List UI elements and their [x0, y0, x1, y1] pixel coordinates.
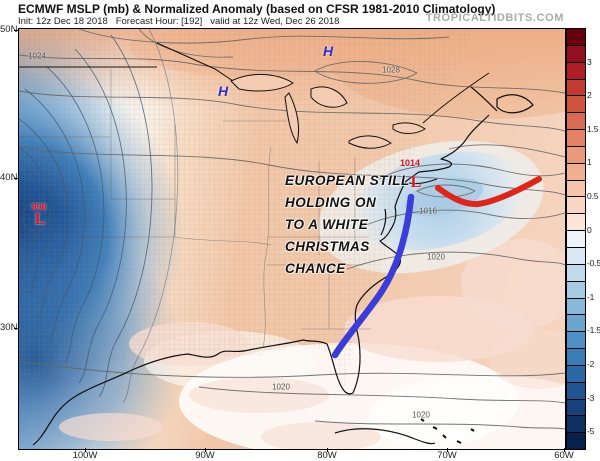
delmarva-coast: [380, 208, 387, 236]
pressure-center-low: L: [410, 174, 422, 191]
contour-label: 1016: [419, 206, 437, 216]
latitude-tick: [14, 328, 18, 329]
annotation-text: EUROPEAN STILL HOLDING ON TO A WHITE CHRIST…: [285, 170, 410, 280]
colorbar-segment: [567, 315, 585, 333]
longitude-tick: [205, 448, 206, 452]
colorbar-segment: [567, 382, 585, 400]
latitude-label: 40N: [0, 172, 18, 183]
annotation-line: CHRISTMAS: [285, 239, 370, 254]
colorbar-segment: [567, 399, 585, 417]
colorbar-segment: [567, 281, 585, 299]
colorbar-tick-label: -1: [587, 291, 595, 302]
annotation-line: HOLDING ON: [285, 195, 377, 210]
contour-label: 1028: [382, 65, 400, 75]
longitude-tick: [564, 448, 565, 452]
pressure-value: 996: [31, 202, 47, 212]
longitude-label: 80W: [317, 450, 337, 461]
longitude-tick: [447, 448, 448, 452]
cuba-coastline: [334, 428, 436, 445]
colorbar-segment: [567, 433, 585, 450]
contour-label: 1020: [427, 252, 445, 262]
latitude-label: 30N: [0, 322, 18, 333]
colorbar-tick-label: 1: [587, 157, 592, 168]
model-init-line: Init: 12z Dec 18 2018 Forecast Hour: [19…: [18, 16, 340, 27]
colorbar-tick-label: -2: [587, 359, 595, 369]
western-low-isobars: [19, 29, 179, 404]
colorbar-tick-label: 2: [587, 90, 592, 101]
red-front-line: [435, 176, 542, 208]
colorbar-tick-label: -3: [587, 392, 595, 403]
bahamas-islands: [420, 418, 475, 444]
colorbar-segment: [567, 130, 585, 147]
colorbar-segment: [567, 349, 585, 366]
colorbar-segment: [567, 180, 585, 198]
colorbar-segment: [567, 197, 585, 215]
colorbar-tick-label: -1.5: [587, 325, 600, 336]
colorbar-segment: [567, 231, 585, 248]
colorbar-segment: [567, 113, 585, 131]
longitude-tick: [327, 448, 328, 452]
colorbar-segment: [567, 247, 585, 265]
contour-label: 1020: [272, 382, 290, 392]
page-title: ECMWF MSLP (mb) & Normalized Anomaly (ba…: [18, 2, 496, 16]
annotation-line: EUROPEAN STILL: [285, 173, 410, 188]
longitude-tick: [85, 448, 86, 452]
watermark: TROPICALTIDBITS.COM: [425, 12, 564, 24]
colorbar-segment: [567, 163, 585, 181]
annotation-line: CHANCE: [285, 261, 346, 276]
latitude-tick: [14, 30, 18, 31]
latitude-label: 50N: [0, 24, 18, 35]
colorbar: [566, 28, 586, 450]
nova-scotia-coast: [496, 94, 534, 114]
colorbar-tick-label: 0: [587, 224, 592, 235]
colorbar-segment: [567, 96, 585, 114]
longitude-label: 60W: [554, 450, 574, 461]
colorbar-segment: [567, 416, 585, 434]
long-island-coast: [408, 178, 438, 185]
blue-trough-line: [331, 193, 415, 359]
colorbar-segment: [567, 332, 585, 350]
latitude-tick: [14, 178, 18, 179]
colorbar-segment: [567, 214, 585, 232]
pressure-value: 1014: [399, 158, 421, 168]
colorbar-tick-label: 0.5: [587, 191, 599, 201]
contour-label: 1020: [412, 410, 430, 420]
pressure-center-high: H: [322, 43, 334, 59]
pressure-center-low: L: [34, 211, 46, 228]
great-lakes: [230, 73, 426, 149]
colorbar-tick-label: 1.5: [587, 123, 599, 134]
coastline: [32, 86, 534, 446]
colorbar-labels: 3 2 1.5 1 0.5 0 -0.5 -1 -1.5 -2 -3 -5: [587, 28, 600, 448]
colorbar-segment: [567, 298, 585, 316]
colorbar-tick-label: 3: [587, 56, 592, 67]
pressure-center-high: H: [217, 83, 229, 99]
colorbar-segment: [567, 146, 585, 164]
colorbar-segment: [567, 45, 585, 63]
map-area: [18, 28, 566, 450]
state-borders: [19, 69, 371, 348]
longitude-label: 90W: [195, 450, 215, 461]
annotation-line: TO A WHITE: [285, 217, 369, 232]
colorbar-segment: [567, 29, 585, 46]
longitude-label: 70W: [437, 450, 457, 461]
colorbar-tick-label: -5: [587, 426, 595, 437]
international-border: [19, 42, 490, 124]
colorbar-segment: [567, 365, 585, 383]
colorbar-segment: [567, 79, 585, 97]
colorbar-segment: [567, 264, 585, 282]
colorbar-segment: [567, 62, 585, 80]
colorbar-tick-label: -0.5: [587, 258, 600, 269]
map-canvas: [19, 29, 565, 449]
longitude-label: 100W: [72, 450, 98, 461]
contour-label: 1024: [28, 51, 46, 61]
